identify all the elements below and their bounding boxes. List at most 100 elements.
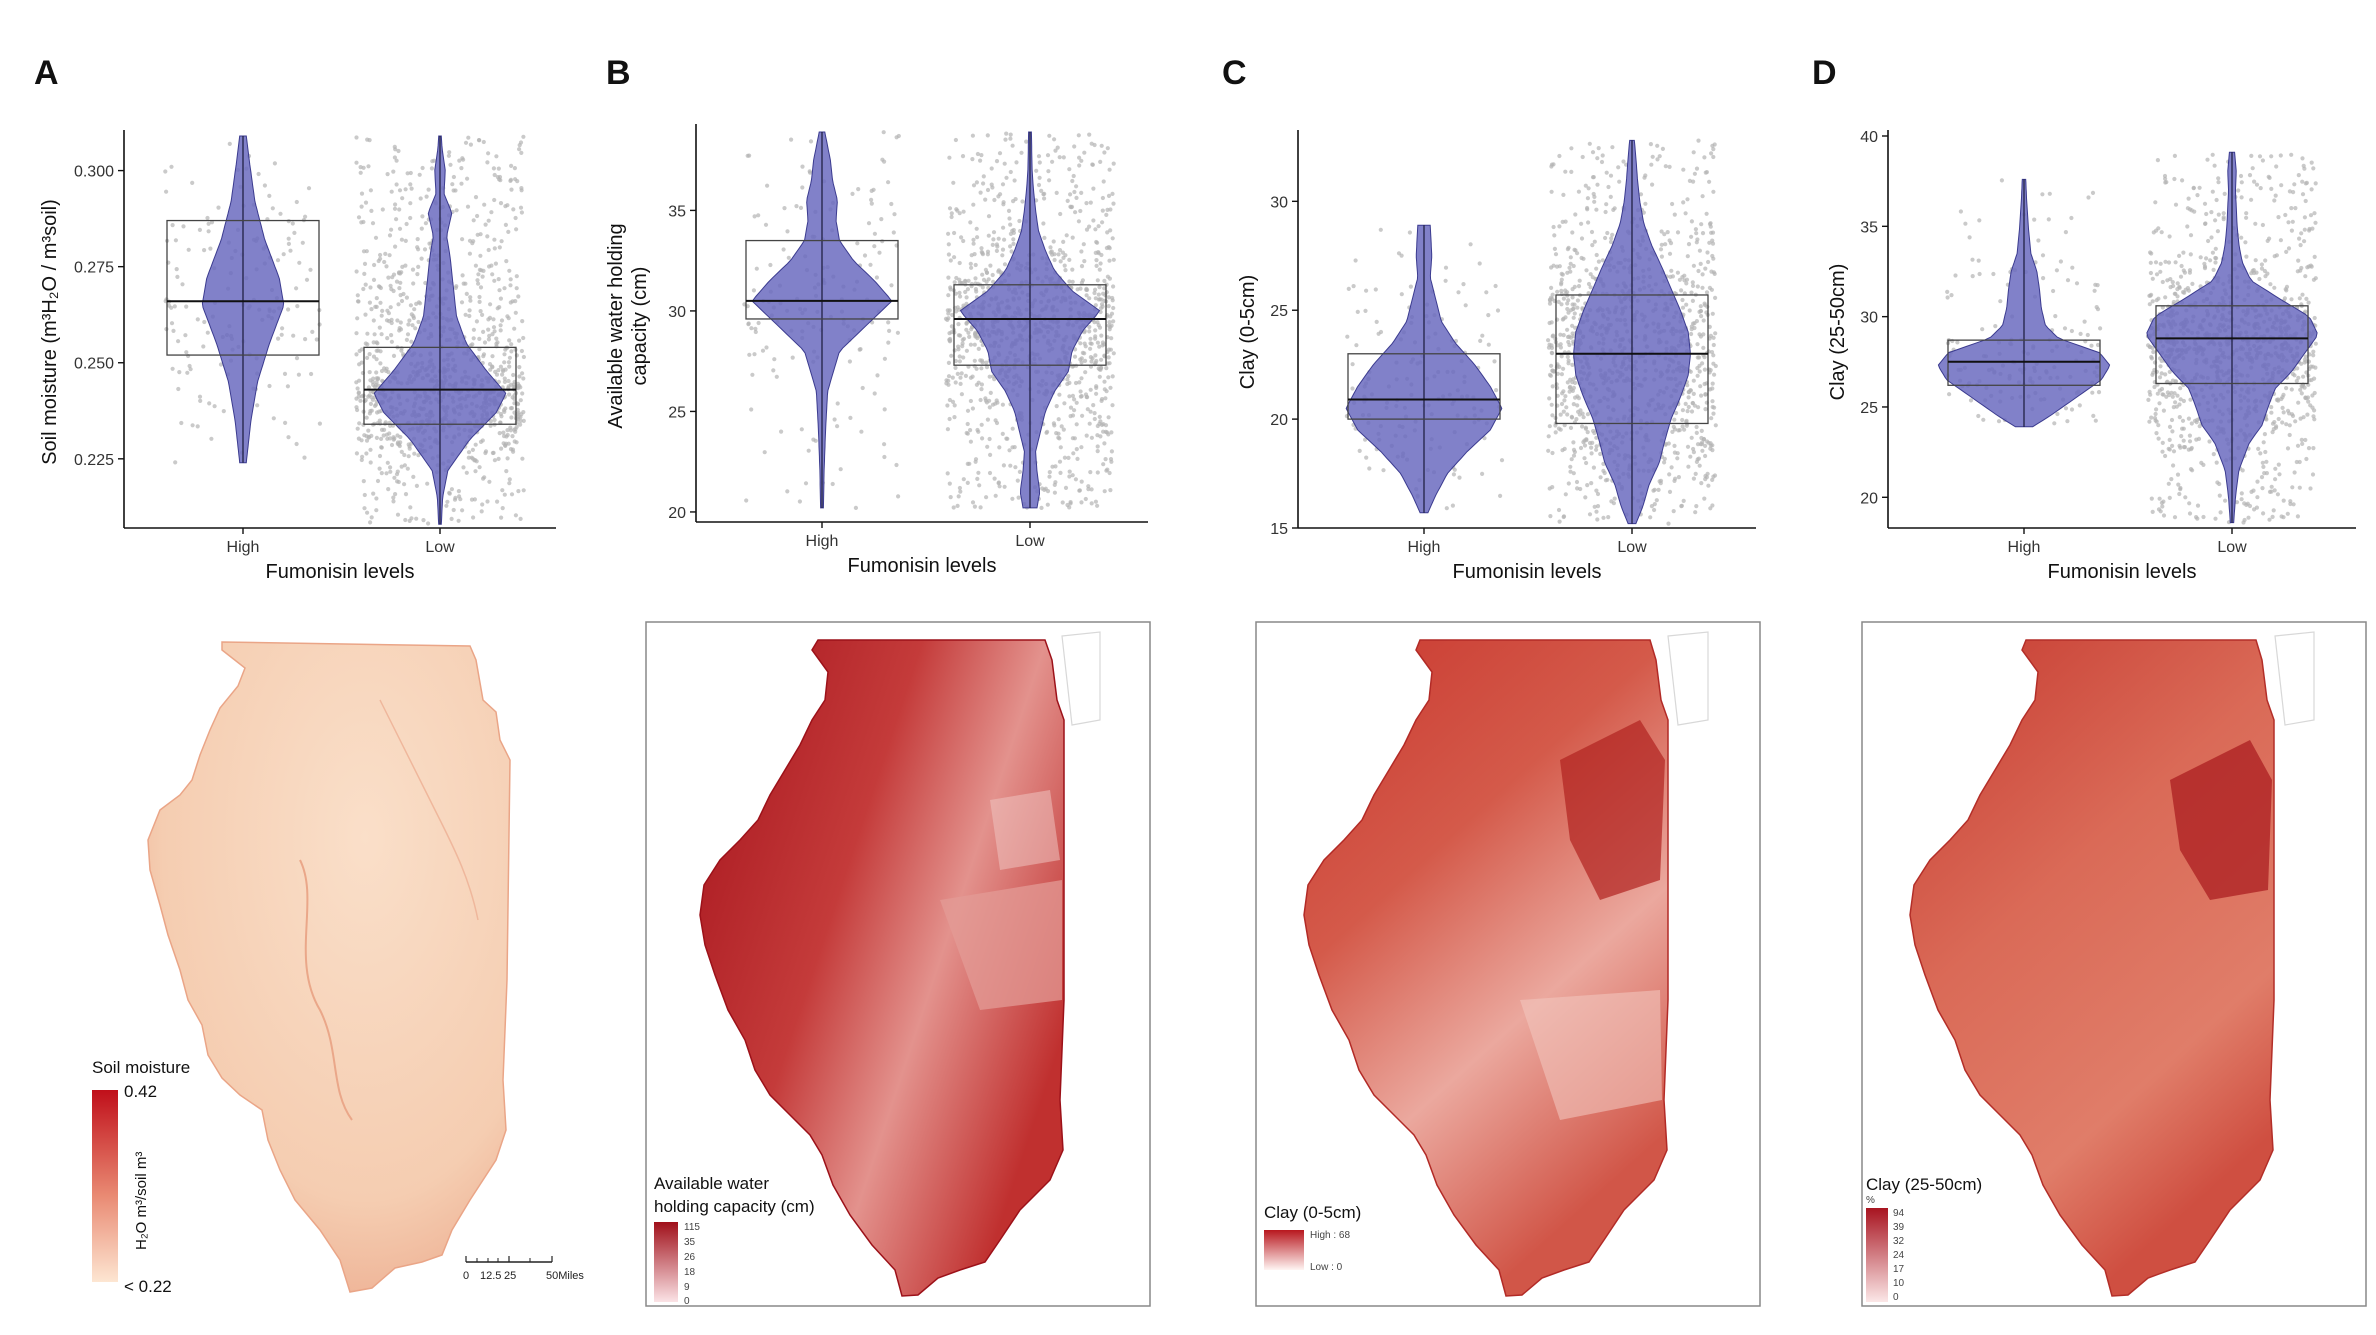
jitter-point — [1572, 449, 1577, 455]
jitter-point — [1373, 287, 1378, 292]
jitter-point — [1662, 232, 1667, 237]
jitter-point — [997, 151, 1003, 156]
jitter-point — [1074, 422, 1079, 427]
jitter-point — [389, 442, 395, 448]
jitter-point — [363, 200, 369, 205]
jitter-point — [478, 232, 483, 237]
jitter-point — [386, 275, 391, 280]
jitter-point — [1703, 443, 1708, 448]
jitter-point — [2160, 279, 2165, 285]
jitter-point — [2181, 250, 2186, 255]
jitter-point — [2182, 270, 2187, 275]
jitter-point — [186, 247, 191, 252]
jitter-point — [374, 370, 379, 375]
jitter-point — [2213, 246, 2218, 251]
jitter-point — [402, 482, 407, 487]
jitter-point — [377, 453, 383, 459]
jitter-point — [1558, 342, 1563, 347]
jitter-point — [408, 201, 413, 206]
jitter-point — [2178, 386, 2183, 391]
jitter-point — [1666, 521, 1671, 526]
jitter-point — [1070, 267, 1075, 272]
jitter-point — [1091, 186, 1096, 191]
jitter-point — [765, 183, 770, 188]
jitter-point — [357, 378, 362, 383]
jitter-point — [2303, 354, 2308, 359]
jitter-point — [970, 133, 976, 138]
y-tick-label: 20 — [668, 505, 686, 522]
jitter-point — [1106, 245, 1111, 250]
jitter-point — [411, 315, 416, 321]
jitter-point — [971, 237, 976, 242]
jitter-point — [1588, 285, 1593, 290]
jitter-point — [961, 209, 966, 214]
jitter-point — [1559, 302, 1564, 307]
jitter-point — [354, 160, 359, 165]
jitter-point — [1079, 280, 1084, 285]
jitter-point — [1712, 473, 1718, 478]
jitter-point — [1586, 291, 1591, 296]
jitter-point — [1099, 357, 1104, 362]
jitter-point — [753, 326, 758, 331]
jitter-point — [1098, 434, 1103, 439]
jitter-point — [1701, 318, 1706, 323]
jitter-point — [170, 223, 175, 228]
jitter-point — [1588, 272, 1593, 277]
jitter-point — [980, 252, 986, 257]
jitter-point — [387, 253, 392, 258]
jitter-point — [1053, 148, 1058, 153]
jitter-point — [2262, 268, 2267, 274]
jitter-point — [2153, 418, 2158, 423]
jitter-point — [744, 498, 749, 503]
jitter-point — [2277, 472, 2282, 477]
jitter-point — [2284, 422, 2289, 427]
jitter-point — [2089, 343, 2094, 348]
jitter-point — [1643, 173, 1648, 178]
jitter-point — [789, 137, 794, 142]
jitter-point — [1665, 230, 1670, 235]
jitter-point — [992, 377, 997, 382]
jitter-point — [1699, 428, 1704, 433]
jitter-point — [886, 180, 891, 185]
jitter-point — [1074, 184, 1079, 189]
jitter-point — [949, 214, 954, 220]
jitter-point — [1656, 487, 1661, 492]
jitter-point — [384, 471, 389, 476]
jitter-point — [1570, 230, 1575, 235]
jitter-point — [1094, 391, 1099, 396]
jitter-point — [2209, 235, 2214, 240]
jitter-point — [1108, 347, 1113, 352]
jitter-point — [512, 166, 518, 171]
jitter-point — [985, 187, 991, 193]
jitter-point — [1710, 386, 1715, 391]
jitter-point — [1558, 345, 1563, 350]
jitter-point — [971, 241, 976, 246]
jitter-point — [2198, 255, 2203, 260]
jitter-point — [977, 483, 982, 488]
jitter-point — [164, 189, 169, 194]
jitter-point — [279, 332, 284, 337]
jitter-point — [2180, 418, 2186, 423]
jitter-point — [2311, 166, 2316, 171]
jitter-point — [961, 238, 966, 244]
jitter-point — [367, 352, 372, 357]
jitter-point — [1693, 471, 1698, 476]
jitter-point — [1013, 465, 1018, 470]
violins-a — [166, 135, 517, 525]
jitter-point — [383, 420, 388, 425]
jitter-point — [1707, 179, 1712, 184]
jitter-point — [1097, 374, 1102, 379]
jitter-point — [1104, 212, 1109, 217]
jitter-point — [483, 450, 488, 456]
jitter-point — [952, 280, 957, 285]
jitter-point — [1075, 287, 1080, 292]
jitter-point — [1697, 332, 1702, 337]
jitter-point — [996, 481, 1001, 486]
jitter-point — [393, 202, 398, 207]
jitter-point — [306, 186, 312, 191]
jitter-point — [1681, 200, 1686, 205]
jitter-point — [395, 433, 400, 438]
jitter-point — [1073, 380, 1079, 386]
jitter-point — [1008, 463, 1013, 468]
jitter-point — [2293, 206, 2298, 211]
